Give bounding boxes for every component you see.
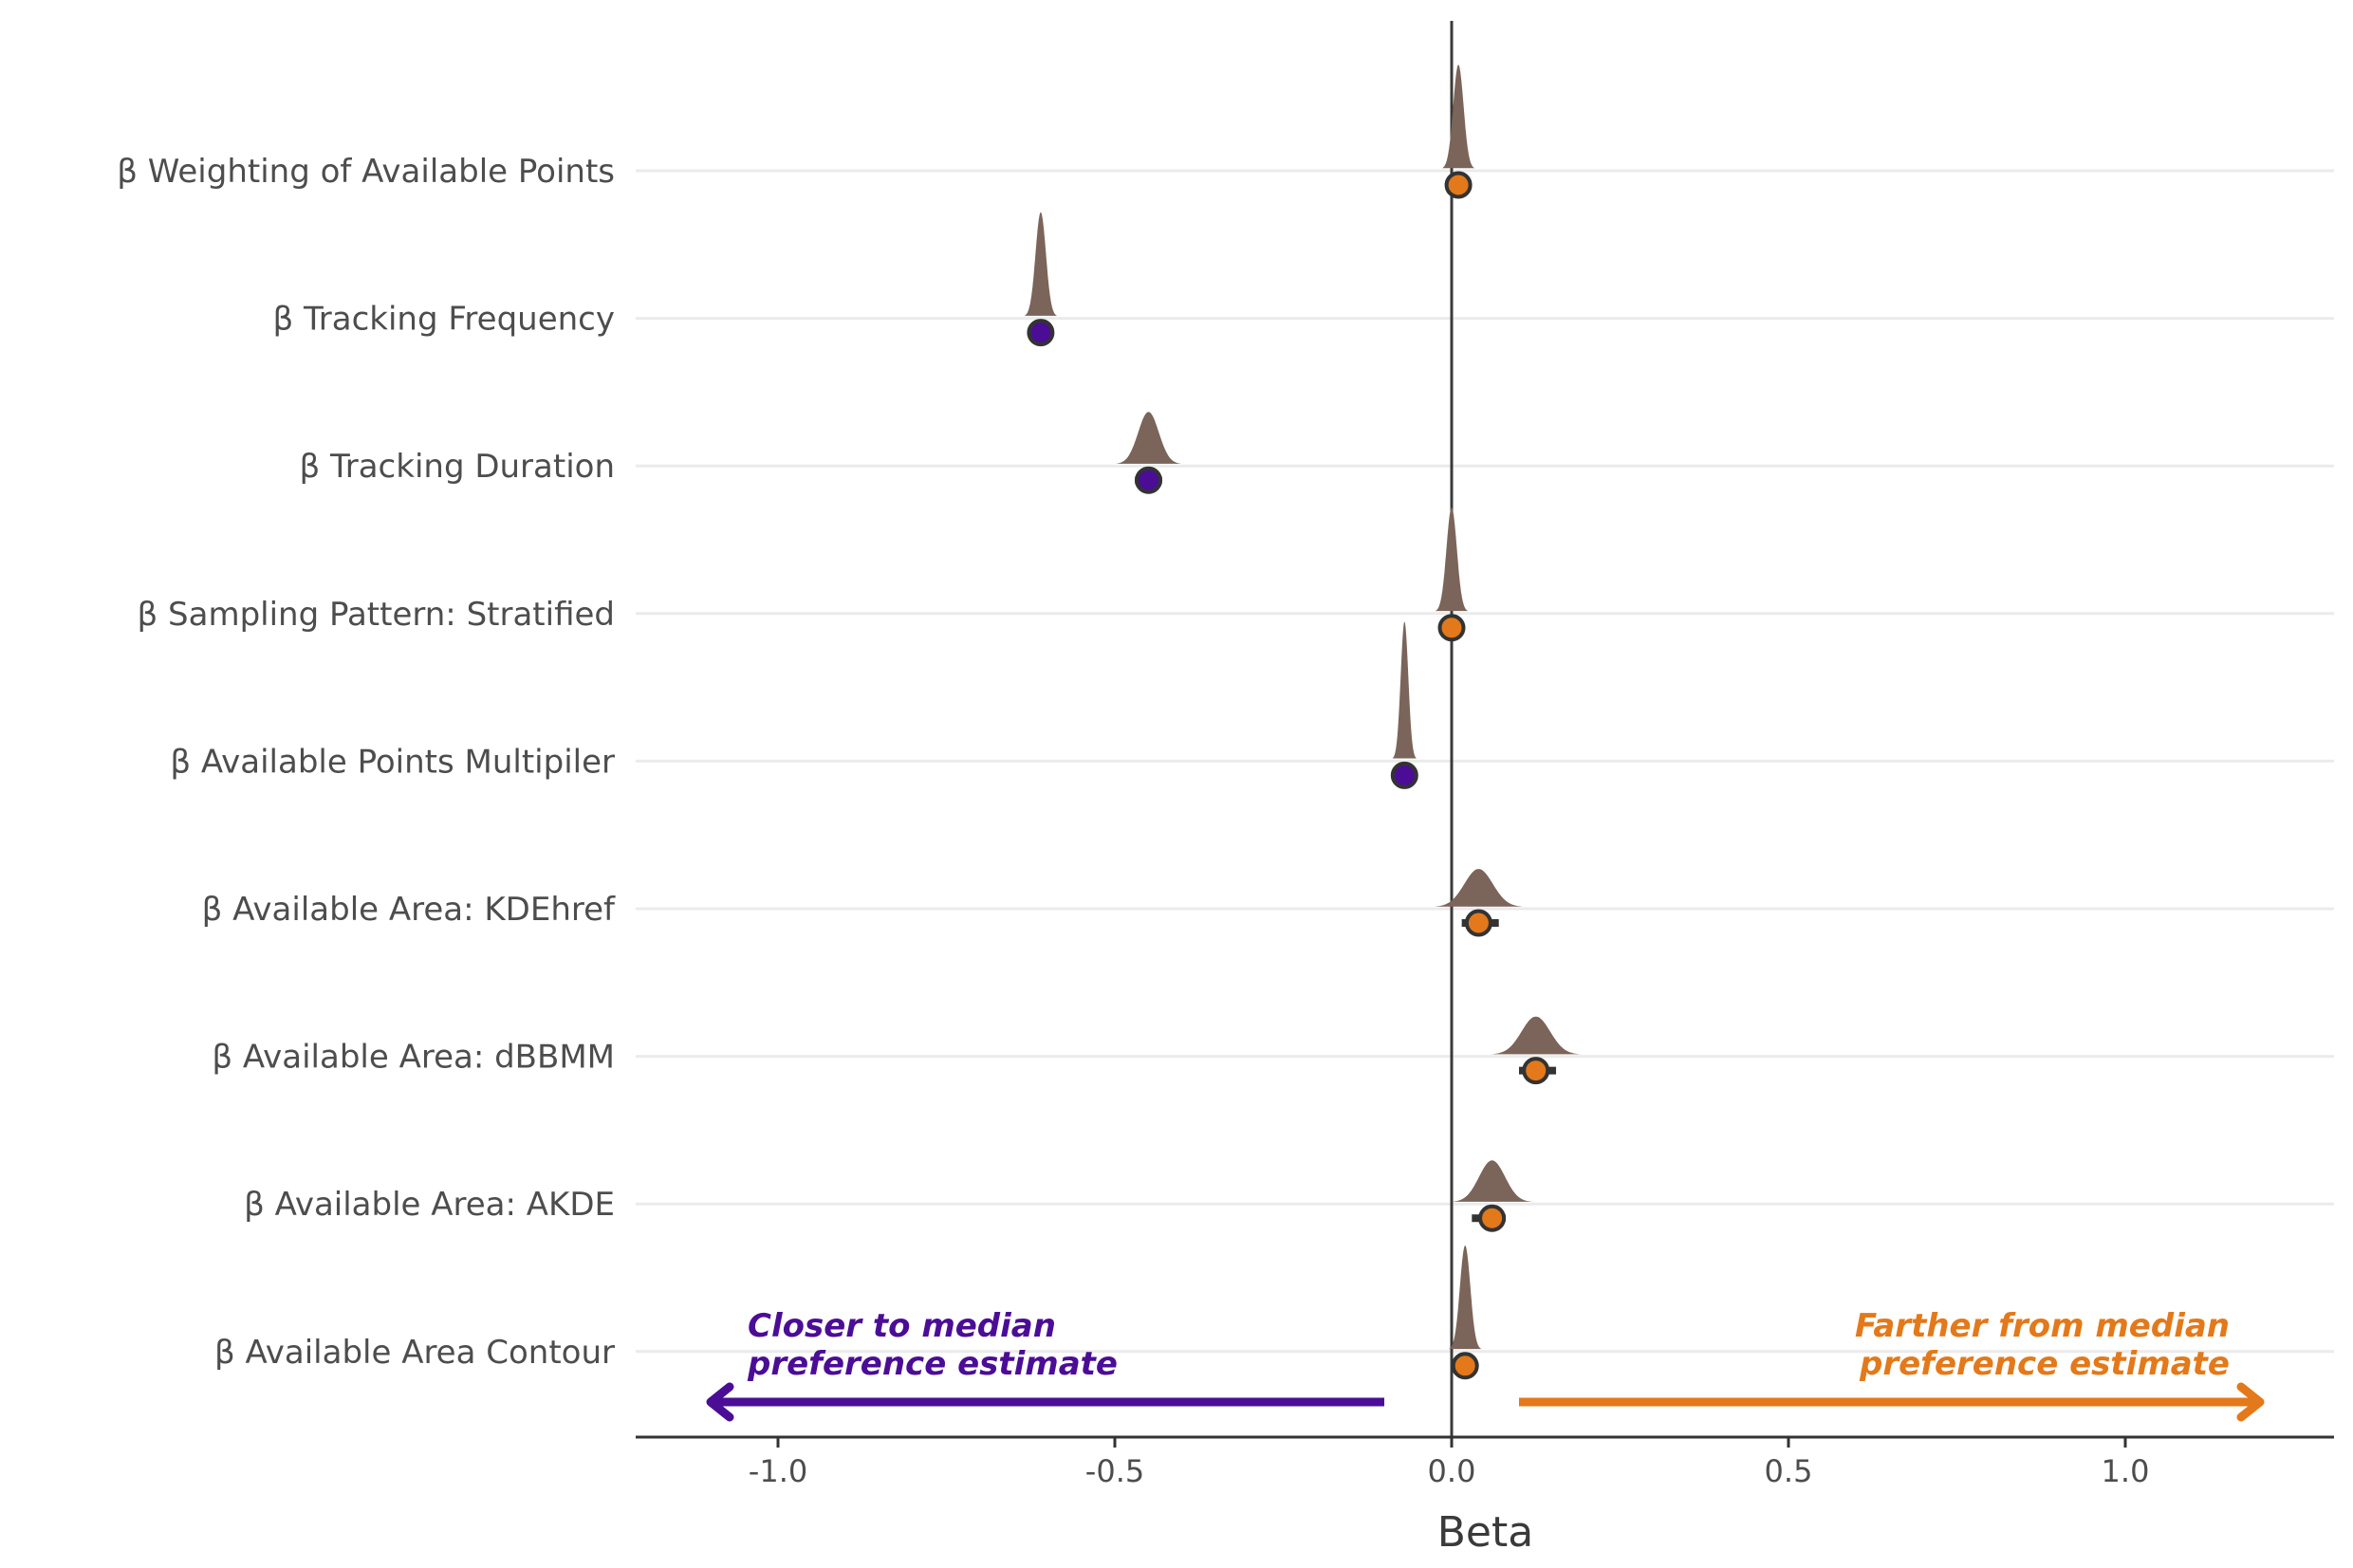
point-estimate xyxy=(1444,171,1473,199)
y-axis-label: β Sampling Pattern: Stratified xyxy=(138,596,615,634)
y-axis-label: β Tracking Duration xyxy=(299,448,615,486)
y-axis-label: β Available Area: dBBMM xyxy=(212,1039,615,1077)
posterior-density xyxy=(1490,1016,1582,1055)
y-axis-label: β Weighting of Available Points xyxy=(117,153,615,191)
y-axis-labels: β Weighting of Available Points β Trackin… xyxy=(117,153,616,1372)
closer-annotation: Closer to median preference estimate xyxy=(706,1307,1384,1422)
point-estimate xyxy=(1451,1352,1479,1380)
point-estimate xyxy=(1390,761,1418,789)
x-axis-title: Beta xyxy=(1437,1508,1533,1557)
y-axis-label: β Available Area Contour xyxy=(214,1334,615,1372)
x-tick-label: 1.0 xyxy=(2102,1453,2150,1489)
posterior-density xyxy=(1433,869,1525,907)
y-axis-label: β Available Area: AKDE xyxy=(244,1186,615,1224)
posterior-density xyxy=(1448,1245,1482,1350)
point-estimate xyxy=(1135,466,1162,494)
closer-annotation-line1: Closer to median xyxy=(748,1307,1056,1345)
point-estimate xyxy=(1027,319,1055,347)
closer-annotation-line2: preference estimate xyxy=(747,1345,1118,1383)
y-axis-label: β Available Points Multipiler xyxy=(170,743,615,781)
farther-arrowhead xyxy=(2236,1382,2265,1422)
point-estimate xyxy=(1437,614,1466,642)
point-layer xyxy=(1027,171,1550,1380)
gridlines xyxy=(636,169,2334,1354)
y-axis-label: β Tracking Frequency xyxy=(272,301,615,339)
posterior-density xyxy=(1392,621,1417,759)
x-tick-label: 0.5 xyxy=(1765,1453,1813,1489)
posterior-density xyxy=(1435,507,1469,612)
posterior-density xyxy=(1450,1160,1534,1202)
x-tick-label: -0.5 xyxy=(1085,1453,1144,1489)
farther-annotation-line1: Farther from median xyxy=(1855,1307,2230,1345)
posterior-density xyxy=(1024,212,1058,316)
x-tick-label: -1.0 xyxy=(749,1453,807,1489)
closer-arrowhead xyxy=(706,1382,734,1422)
posterior-density xyxy=(1115,412,1182,464)
farther-annotation-line2: preference estimate xyxy=(1859,1345,2230,1383)
posterior-density xyxy=(1441,65,1475,169)
point-estimate xyxy=(1522,1057,1550,1085)
x-tick-label: 0.0 xyxy=(1428,1453,1476,1489)
x-axis-ticks: -1.0 -0.5 0.0 0.5 1.0 xyxy=(749,1437,2150,1489)
farther-annotation: Farther from median preference estimate xyxy=(1519,1307,2265,1422)
y-axis-label: β Available Area: KDEhref xyxy=(202,891,616,929)
point-estimate xyxy=(1478,1204,1507,1232)
density-layer xyxy=(1024,65,1582,1350)
point-estimate xyxy=(1464,909,1492,937)
